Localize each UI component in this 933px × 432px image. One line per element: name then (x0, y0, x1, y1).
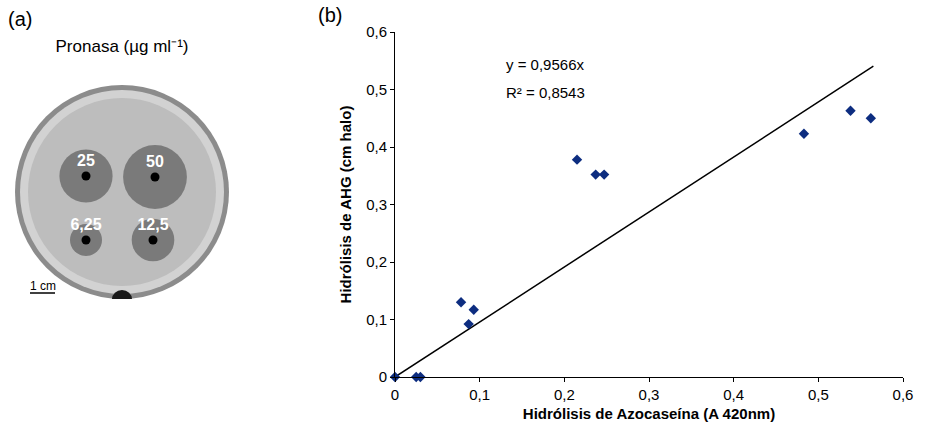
svg-text:0,4: 0,4 (366, 138, 387, 155)
svg-text:50: 50 (146, 153, 164, 170)
svg-text:Pronasa (µg ml⁻¹): Pronasa (µg ml⁻¹) (56, 37, 189, 56)
svg-text:0,2: 0,2 (554, 386, 575, 403)
svg-text:0,1: 0,1 (366, 311, 387, 328)
svg-text:y = 0,9566x: y = 0,9566x (506, 56, 584, 73)
svg-text:R² = 0,8543: R² = 0,8543 (506, 84, 585, 101)
svg-text:0,5: 0,5 (366, 81, 387, 98)
svg-text:0: 0 (379, 368, 387, 385)
svg-text:0,3: 0,3 (639, 386, 660, 403)
svg-text:0,2: 0,2 (366, 253, 387, 270)
svg-text:0,6: 0,6 (366, 23, 387, 40)
svg-text:0,3: 0,3 (366, 196, 387, 213)
svg-text:Hidrólisis de AHG (cm halo): Hidrólisis de AHG (cm halo) (337, 106, 354, 304)
svg-text:0,1: 0,1 (469, 386, 490, 403)
svg-text:0,4: 0,4 (723, 386, 744, 403)
svg-text:12,5: 12,5 (137, 216, 168, 233)
svg-text:0,6: 0,6 (893, 386, 914, 403)
svg-text:Hidrólisis de Azocaseína (A 42: Hidrólisis de Azocaseína (A 420nm) (523, 405, 775, 422)
svg-text:0,5: 0,5 (808, 386, 829, 403)
svg-text:(a): (a) (8, 8, 32, 30)
svg-text:0: 0 (391, 386, 399, 403)
svg-text:1 cm: 1 cm (30, 279, 56, 293)
svg-text:25: 25 (77, 152, 95, 169)
svg-text:6,25: 6,25 (70, 216, 101, 233)
html-text:(b): (b) (318, 4, 343, 26)
